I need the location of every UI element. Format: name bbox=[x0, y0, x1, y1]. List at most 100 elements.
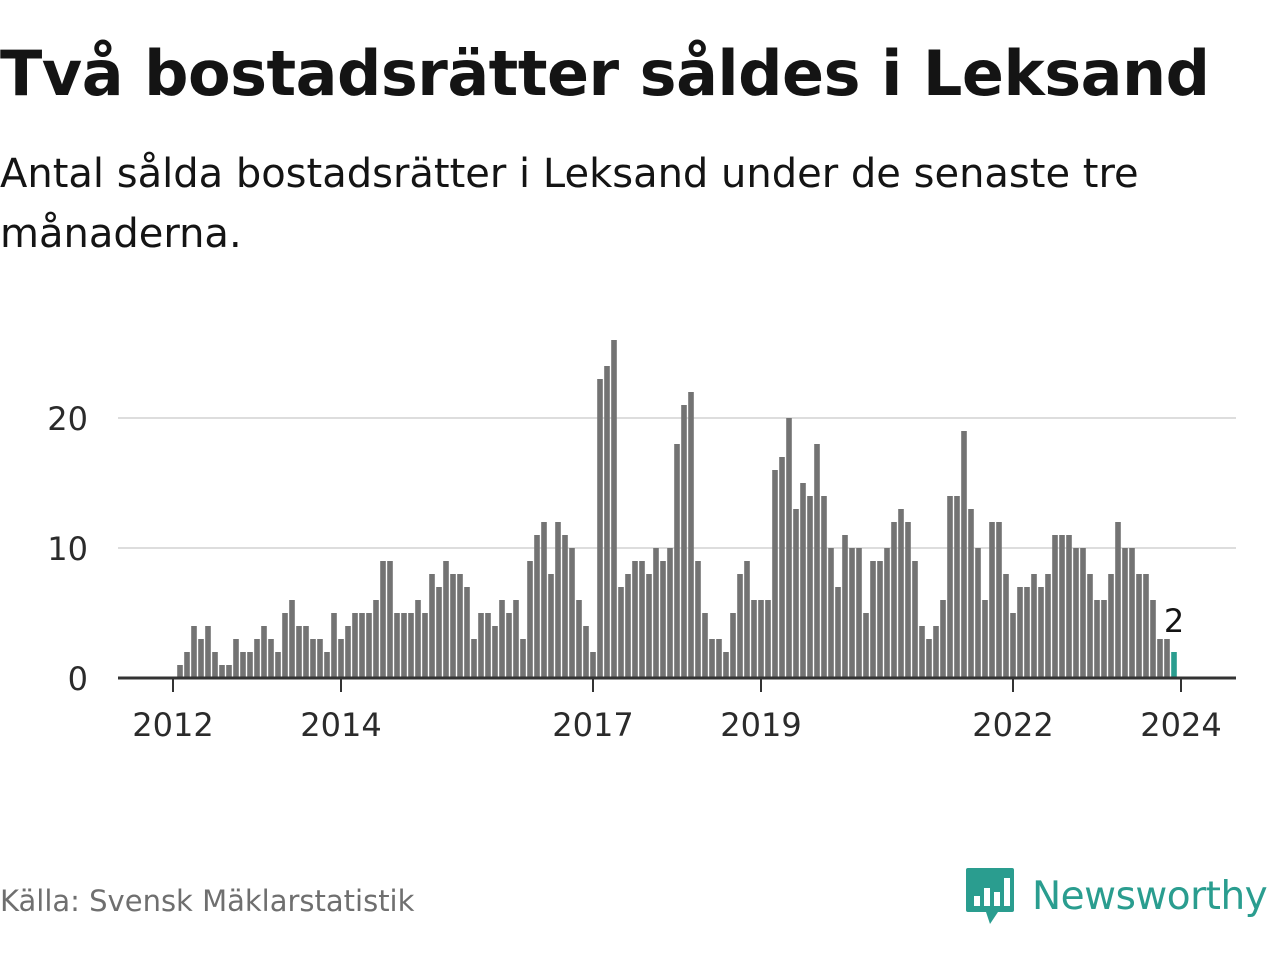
bar bbox=[1122, 548, 1128, 678]
bar bbox=[1115, 522, 1121, 678]
bar bbox=[247, 652, 253, 678]
bar bbox=[429, 574, 435, 678]
bar bbox=[485, 613, 491, 678]
bar bbox=[1066, 535, 1072, 678]
bar bbox=[415, 600, 421, 678]
bar bbox=[233, 639, 239, 678]
bar bbox=[464, 587, 470, 678]
bar bbox=[450, 574, 456, 678]
bar bbox=[562, 535, 568, 678]
bar bbox=[905, 522, 911, 678]
bar bbox=[982, 600, 988, 678]
bar bbox=[184, 652, 190, 678]
bar bbox=[261, 626, 267, 678]
bar bbox=[499, 600, 505, 678]
bar bbox=[954, 496, 960, 678]
bar bbox=[1031, 574, 1037, 678]
bar bbox=[1150, 600, 1156, 678]
bar bbox=[520, 639, 526, 678]
bar bbox=[1017, 587, 1023, 678]
bar bbox=[653, 548, 659, 678]
bar bbox=[989, 522, 995, 678]
bar bbox=[667, 548, 673, 678]
bar bbox=[800, 483, 806, 678]
bar bbox=[373, 600, 379, 678]
bar bbox=[1052, 535, 1058, 678]
bar bbox=[604, 366, 610, 678]
bar bbox=[625, 574, 631, 678]
bar bbox=[807, 496, 813, 678]
bar bbox=[975, 548, 981, 678]
bar bbox=[730, 613, 736, 678]
bar bbox=[352, 613, 358, 678]
bars bbox=[177, 340, 1177, 678]
bar bbox=[226, 665, 232, 678]
bar bbox=[1038, 587, 1044, 678]
bar bbox=[1059, 535, 1065, 678]
bar bbox=[401, 613, 407, 678]
bar-latest bbox=[1171, 652, 1177, 678]
brand-logo[interactable]: Newsworthy bbox=[964, 864, 1268, 928]
bar bbox=[618, 587, 624, 678]
bar bbox=[191, 626, 197, 678]
bar bbox=[681, 405, 687, 678]
bar bbox=[611, 340, 617, 678]
bar bbox=[198, 639, 204, 678]
bar bbox=[639, 561, 645, 678]
bar bbox=[695, 561, 701, 678]
bar bbox=[1164, 639, 1170, 678]
bar bbox=[1108, 574, 1114, 678]
bar bbox=[457, 574, 463, 678]
bar bbox=[296, 626, 302, 678]
bar bbox=[478, 613, 484, 678]
bar bbox=[723, 652, 729, 678]
labels: 0 10 20 2012 2014 2017 2019 2022 2024 2 bbox=[47, 400, 1221, 744]
bar bbox=[877, 561, 883, 678]
chart-subtitle: Antal sålda bostadsrätter i Leksand unde… bbox=[0, 151, 1139, 257]
bar bbox=[751, 600, 757, 678]
bar bbox=[597, 379, 603, 678]
y-tick-label: 10 bbox=[47, 530, 88, 568]
bar bbox=[1080, 548, 1086, 678]
bar bbox=[338, 639, 344, 678]
bar bbox=[632, 561, 638, 678]
bar bbox=[884, 548, 890, 678]
bar bbox=[408, 613, 414, 678]
bar bbox=[1143, 574, 1149, 678]
bar bbox=[793, 509, 799, 678]
bar bbox=[737, 574, 743, 678]
bar bbox=[786, 418, 792, 678]
bar bbox=[821, 496, 827, 678]
bar bbox=[331, 613, 337, 678]
bar bbox=[443, 561, 449, 678]
bar bbox=[779, 457, 785, 678]
bar bbox=[324, 652, 330, 678]
bar bbox=[842, 535, 848, 678]
bar bbox=[758, 600, 764, 678]
bar bbox=[1101, 600, 1107, 678]
bar bbox=[898, 509, 904, 678]
bar bbox=[912, 561, 918, 678]
newsworthy-logo-icon bbox=[966, 868, 1014, 924]
axes bbox=[118, 676, 1236, 692]
bar bbox=[947, 496, 953, 678]
bar bbox=[317, 639, 323, 678]
bar bbox=[828, 548, 834, 678]
bar bbox=[212, 652, 218, 678]
source-note: Källa: Svensk Mäklarstatistik bbox=[0, 884, 415, 918]
bar bbox=[1003, 574, 1009, 678]
bar bbox=[366, 613, 372, 678]
latest-value-label: 2 bbox=[1164, 602, 1184, 640]
bar bbox=[1087, 574, 1093, 678]
x-tick-label: 2014 bbox=[300, 706, 381, 744]
bar bbox=[422, 613, 428, 678]
bar bbox=[961, 431, 967, 678]
bar bbox=[1136, 574, 1142, 678]
bar bbox=[583, 626, 589, 678]
bar bbox=[765, 600, 771, 678]
bar bbox=[926, 639, 932, 678]
bar bbox=[702, 613, 708, 678]
bar bbox=[1129, 548, 1135, 678]
bar bbox=[590, 652, 596, 678]
bar bbox=[380, 561, 386, 678]
